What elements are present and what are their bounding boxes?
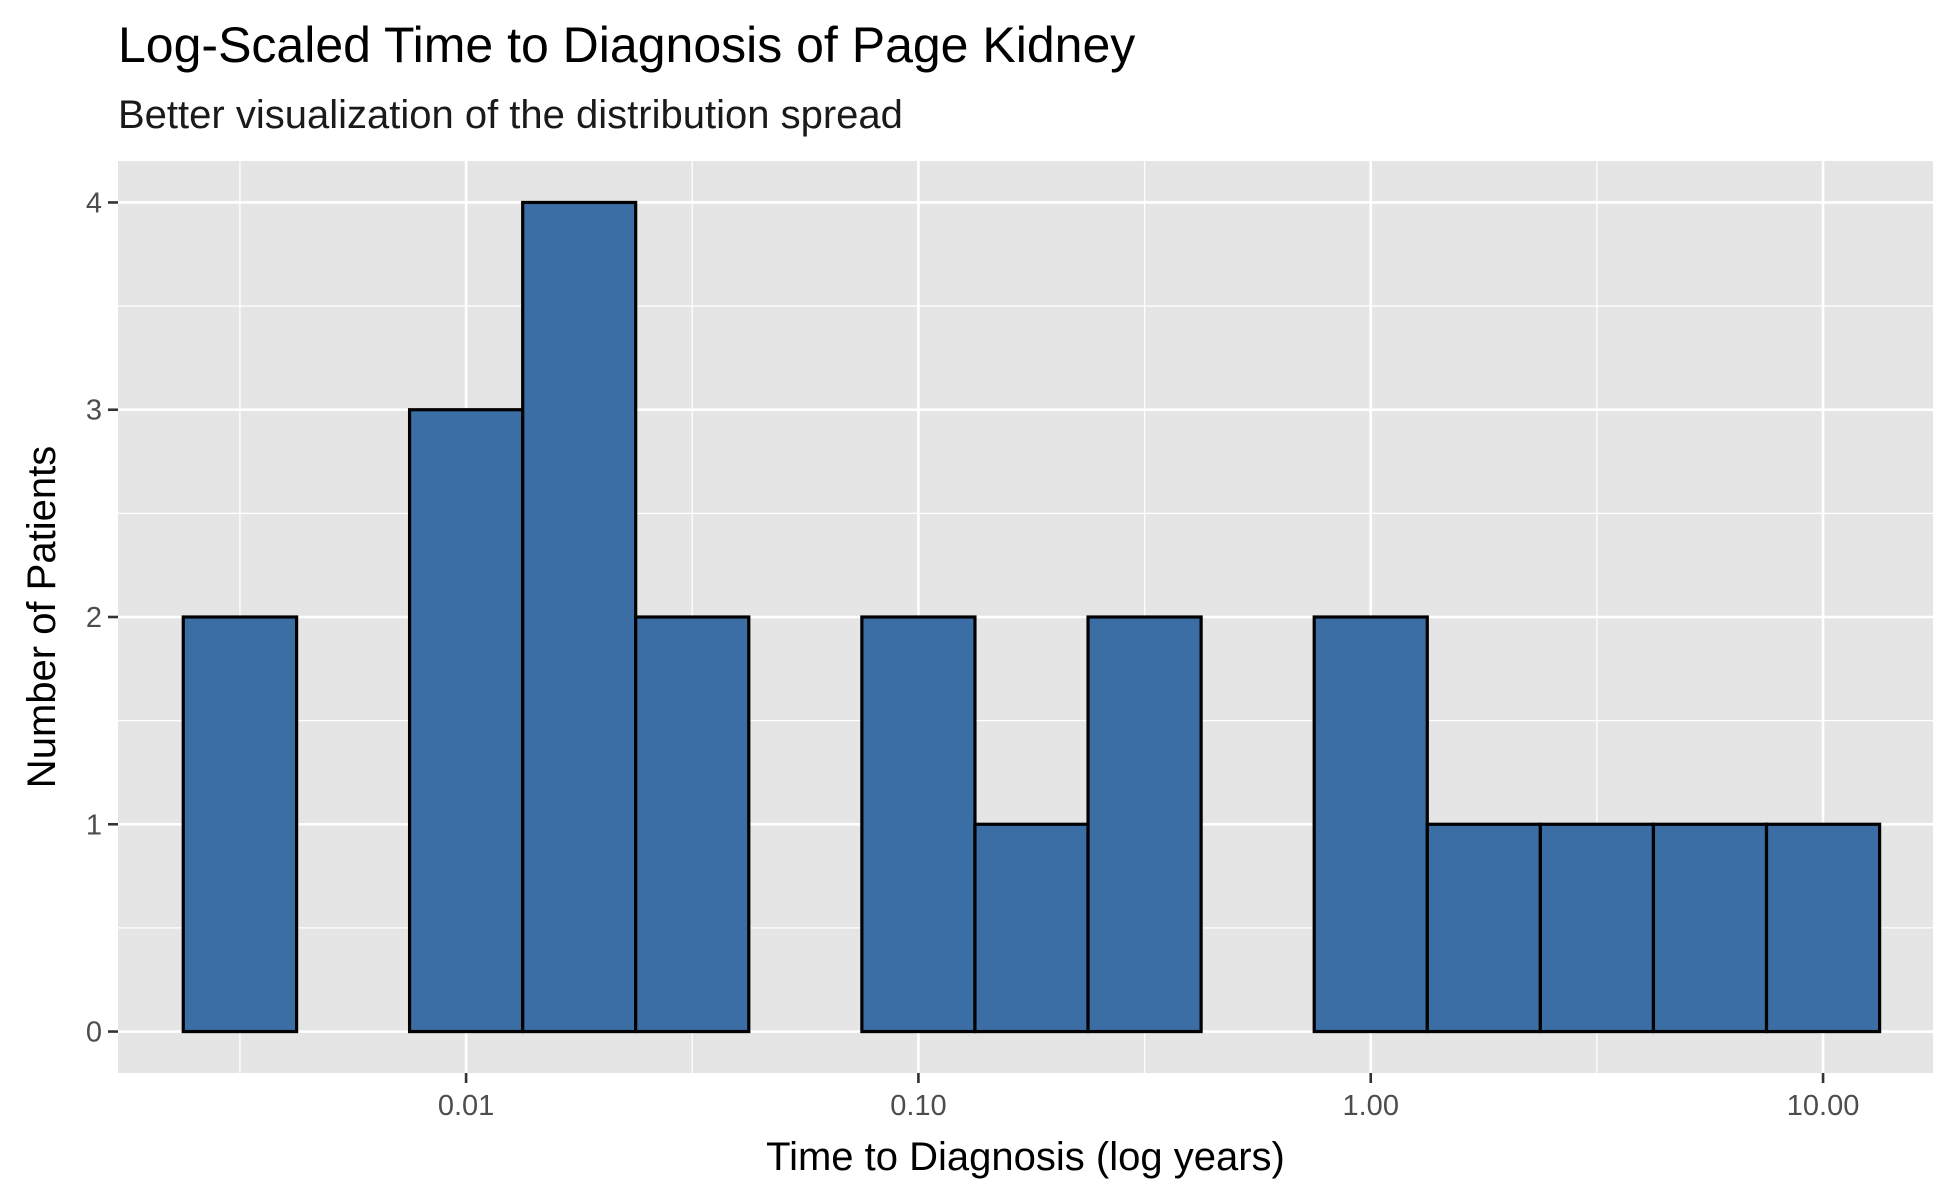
- y-tick-label: 2: [86, 602, 102, 634]
- histogram-bar: [860, 615, 977, 1034]
- chart-subtitle: Better visualization of the distribution…: [118, 93, 903, 137]
- histogram-bar: [1538, 822, 1656, 1034]
- histogram-bar: [407, 408, 525, 1034]
- y-tick-label: 3: [86, 395, 102, 427]
- histogram-bar: [1651, 822, 1769, 1034]
- histogram-bars: [181, 200, 1882, 1034]
- histogram-bar: [634, 615, 751, 1034]
- y-axis-title: Number of Patients: [20, 446, 64, 788]
- y-axis: 0 1 2 3 4: [86, 187, 118, 1049]
- histogram-bar: [973, 822, 1090, 1034]
- histogram-bar: [1425, 822, 1542, 1034]
- x-axis: 0.01 0.10 1.00 10.00: [438, 1073, 1859, 1122]
- histogram-bar: [1764, 822, 1882, 1034]
- histogram-bar: [1086, 615, 1203, 1034]
- y-tick-label: 1: [86, 809, 102, 841]
- histogram-bar: [1312, 615, 1429, 1034]
- y-tick-label: 0: [86, 1017, 102, 1049]
- histogram-bar: [521, 200, 638, 1034]
- x-tick-label: 10.00: [1787, 1090, 1860, 1122]
- y-tick-label: 4: [86, 187, 102, 219]
- x-axis-title: Time to Diagnosis (log years): [766, 1135, 1285, 1179]
- x-tick-label: 0.10: [890, 1090, 946, 1122]
- x-tick-label: 0.01: [438, 1090, 494, 1122]
- chart-title: Log-Scaled Time to Diagnosis of Page Kid…: [118, 17, 1135, 73]
- histogram-bar: [181, 615, 299, 1034]
- x-tick-label: 1.00: [1343, 1090, 1399, 1122]
